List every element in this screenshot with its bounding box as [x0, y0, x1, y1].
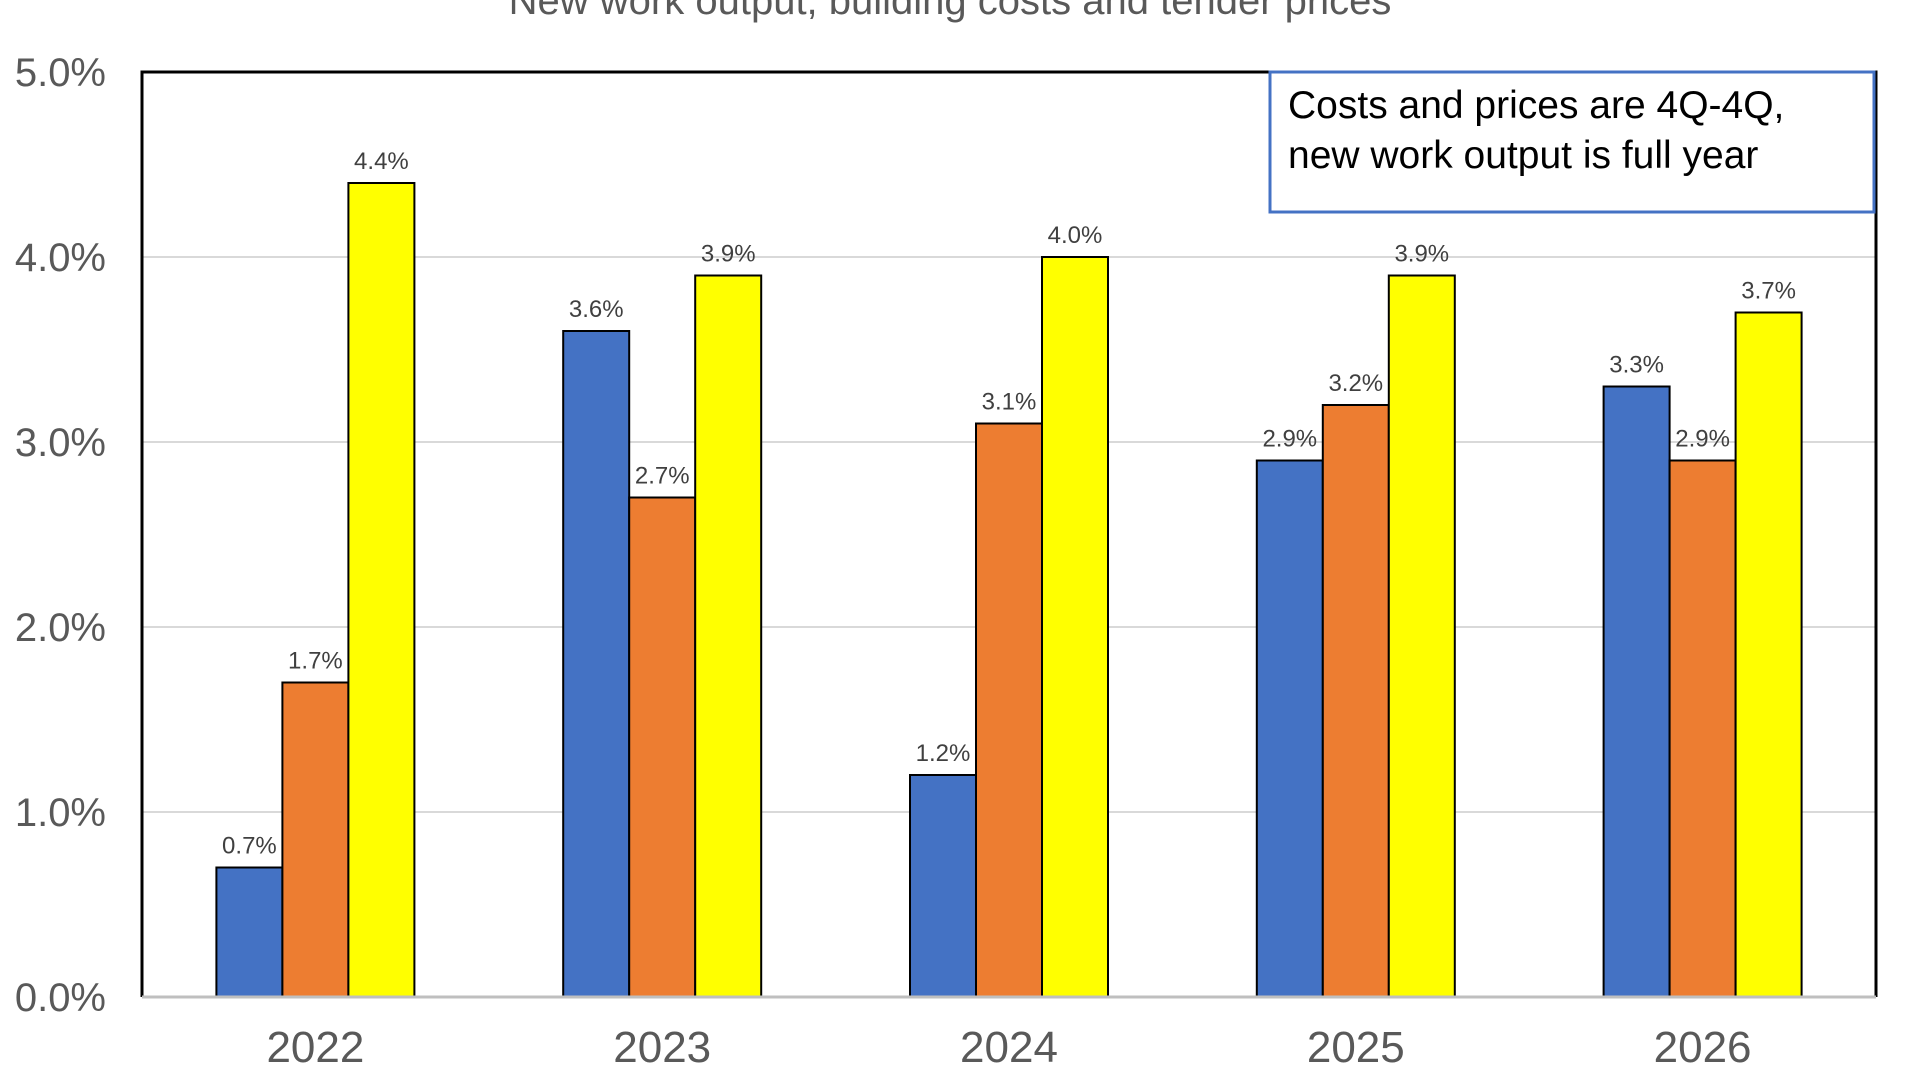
data-label: 1.7%: [288, 648, 343, 675]
bar: [909, 774, 977, 998]
bar: [1321, 404, 1390, 998]
plot-border: [140, 70, 1878, 997]
y-tick-label: 3.0%: [15, 421, 106, 465]
data-label: 3.3%: [1609, 352, 1664, 379]
data-label: 2.9%: [1675, 426, 1730, 453]
bar: [694, 274, 763, 998]
data-label: 3.2%: [1328, 370, 1383, 397]
data-label: 4.0%: [1048, 222, 1103, 249]
bar: [347, 182, 416, 998]
x-tick-label: 2022: [266, 1023, 364, 1072]
annotation-border: [1268, 70, 1876, 214]
data-label: 3.9%: [1394, 241, 1449, 268]
data-label: 3.7%: [1741, 278, 1796, 305]
y-tick-label: 0.0%: [15, 976, 106, 1020]
annotation-box: Costs and prices are 4Q-4Q, new work outp…: [1268, 70, 1876, 214]
x-tick-label: 2023: [613, 1023, 711, 1072]
data-label: 3.6%: [569, 296, 624, 323]
bars: [215, 182, 1803, 998]
bar: [1734, 311, 1803, 998]
data-label: 4.4%: [354, 148, 409, 175]
y-tick-label: 2.0%: [15, 606, 106, 650]
x-tick-label: 2024: [960, 1023, 1058, 1072]
bar: [281, 681, 350, 998]
y-axis: 0.0% 1.0% 2.0% 3.0% 4.0% 5.0%: [15, 51, 106, 1020]
bar: [975, 422, 1043, 998]
annotation-text: new work output is full year: [1288, 134, 1758, 177]
data-labels: 0.7% 1.7% 4.4% 3.6% 2.7% 3.9% 1.2% 3.1% 4.0% 2.9%…: [222, 148, 1796, 860]
x-tick-label: 2025: [1307, 1023, 1405, 1072]
data-label: 3.9%: [701, 241, 756, 268]
bar: [1387, 274, 1456, 998]
bar: [628, 496, 697, 998]
data-label: 3.1%: [982, 389, 1037, 416]
y-tick-label: 1.0%: [15, 791, 106, 835]
annotation-text: Costs and prices are 4Q-4Q,: [1288, 84, 1784, 127]
data-label: 2.7%: [635, 463, 690, 490]
bar: [1041, 256, 1109, 998]
bar: [215, 866, 284, 998]
chart-title: New work output, building costs and tend…: [509, 0, 1392, 23]
bar: [1255, 459, 1324, 998]
bar: [1602, 385, 1671, 998]
bar: [1668, 459, 1737, 998]
plot-frame: [140, 70, 1878, 999]
bar: [562, 330, 631, 998]
data-label: 2.9%: [1262, 426, 1317, 453]
y-tick-label: 4.0%: [15, 236, 106, 280]
data-label: 0.7%: [222, 833, 277, 860]
y-tick-label: 5.0%: [15, 51, 106, 95]
data-label: 1.2%: [916, 740, 971, 767]
x-axis: 2022 2023 2024 2025 2026: [266, 1023, 1751, 1072]
x-tick-label: 2026: [1654, 1023, 1752, 1072]
